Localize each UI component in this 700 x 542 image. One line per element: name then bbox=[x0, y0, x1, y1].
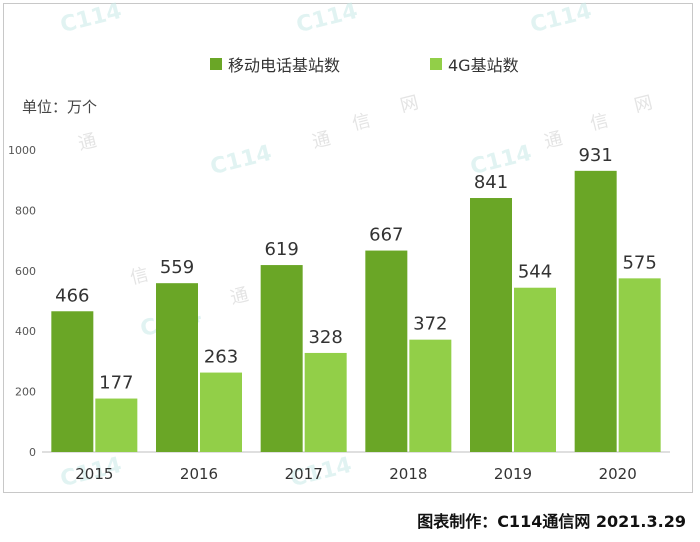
chart-frame bbox=[3, 3, 693, 493]
bar-mobile-2017 bbox=[260, 265, 303, 452]
legend-item-4g: 4G基站数 bbox=[430, 52, 519, 76]
data-label: 544 bbox=[518, 262, 552, 283]
bar-4g-2018 bbox=[409, 339, 452, 452]
data-label: 263 bbox=[204, 347, 238, 368]
bar-4g-2020 bbox=[618, 278, 661, 452]
data-label: 466 bbox=[55, 285, 89, 306]
legend: 移动电话基站数 4G基站数 bbox=[0, 52, 700, 76]
data-label: 575 bbox=[622, 252, 656, 273]
data-label: 841 bbox=[474, 172, 508, 193]
bar-mobile-2018 bbox=[365, 250, 408, 452]
x-tick-label: 2015 bbox=[75, 465, 113, 483]
legend-label: 移动电话基站数 bbox=[228, 56, 341, 75]
legend-swatch bbox=[210, 58, 222, 70]
x-tick-label: 2020 bbox=[599, 465, 637, 483]
chart-credit: 图表制作：C114通信网 2021.3.29 bbox=[417, 512, 686, 531]
bar-4g-2019 bbox=[514, 287, 556, 452]
bar-4g-2017 bbox=[304, 352, 347, 452]
data-label: 559 bbox=[160, 257, 194, 278]
data-label: 328 bbox=[308, 327, 342, 348]
x-tick-label: 2016 bbox=[180, 465, 218, 483]
bar-4g-2015 bbox=[95, 398, 138, 452]
bar-mobile-2016 bbox=[156, 283, 198, 452]
x-tick-label: 2017 bbox=[285, 465, 323, 483]
y-tick-label: 800 bbox=[15, 204, 36, 217]
data-label: 177 bbox=[99, 373, 133, 394]
bar-mobile-2019 bbox=[470, 198, 512, 452]
y-axis-unit-label: 单位：万个 bbox=[22, 98, 98, 116]
legend-swatch bbox=[430, 58, 442, 70]
data-label: 619 bbox=[264, 239, 298, 260]
y-tick-label: 0 bbox=[29, 446, 36, 459]
y-tick-label: 400 bbox=[15, 325, 36, 338]
bar-mobile-2020 bbox=[574, 170, 617, 452]
data-label: 931 bbox=[578, 145, 612, 166]
y-tick-label: 1000 bbox=[8, 144, 36, 157]
y-tick-label: 200 bbox=[15, 386, 36, 399]
bar-4g-2016 bbox=[200, 372, 242, 452]
bar-mobile-2015 bbox=[51, 311, 94, 452]
x-tick-label: 2019 bbox=[494, 465, 532, 483]
x-tick-label: 2018 bbox=[389, 465, 427, 483]
data-label: 667 bbox=[369, 225, 403, 246]
data-label: 372 bbox=[413, 314, 447, 335]
legend-label: 4G基站数 bbox=[448, 56, 519, 75]
legend-item-mobile: 移动电话基站数 bbox=[210, 52, 340, 76]
y-tick-label: 600 bbox=[15, 265, 36, 278]
bar-chart: 0 200 400 600 800 1000 466 177 2015 559 263 2016 619… bbox=[8, 144, 670, 483]
